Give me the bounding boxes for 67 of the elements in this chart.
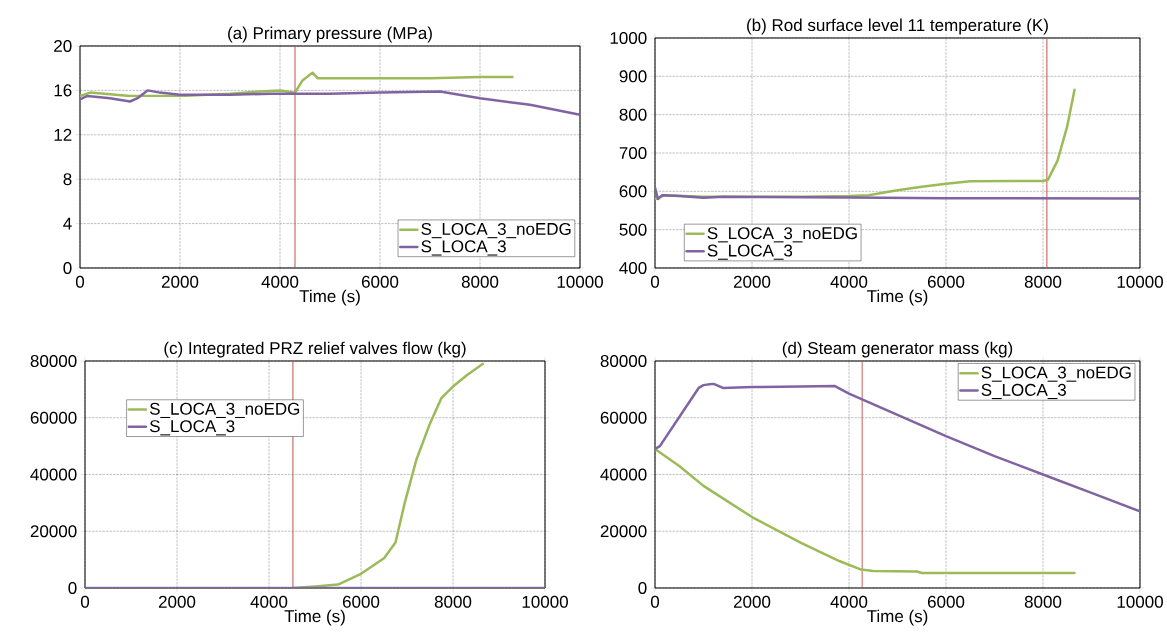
line-series xyxy=(655,447,1076,575)
y-tick-label: 4 xyxy=(63,217,72,230)
x-tick-label: 10000 xyxy=(557,275,603,288)
x-tick-label: 0 xyxy=(80,595,90,608)
y-tick-label: 20 xyxy=(54,39,72,53)
legend-label: S_LOCA_3_noEDG xyxy=(707,227,857,243)
x-tick-label: 8000 xyxy=(1024,275,1062,288)
legend-label: S_LOCA_3 xyxy=(421,240,506,256)
legend-label: S_LOCA_3 xyxy=(149,420,235,436)
legend-label: S_LOCA_3 xyxy=(707,244,793,260)
x-tick-label: 0 xyxy=(650,595,660,608)
x-tick-label: 2000 xyxy=(161,275,199,288)
y-tick-label: 700 xyxy=(619,146,647,160)
x-tick-label: 2000 xyxy=(733,595,771,608)
x-tick-label: 2000 xyxy=(733,275,771,288)
legend-label: S_LOCA_3_noEDG xyxy=(421,222,571,239)
y-tick-label: 500 xyxy=(619,223,647,236)
y-tick-label: 60000 xyxy=(30,411,77,424)
y-tick-label: 8 xyxy=(63,173,72,186)
x-tick-label: 10000 xyxy=(1117,275,1163,288)
y-tick-label: 0 xyxy=(638,581,647,595)
y-tick-label: 600 xyxy=(619,185,647,198)
y-tick-label: 60000 xyxy=(600,411,647,424)
y-tick-label: 400 xyxy=(619,261,647,275)
x-tick-label: 6000 xyxy=(927,595,965,608)
x-tick-label: 0 xyxy=(75,275,85,288)
x-tick-label: 6000 xyxy=(927,275,965,288)
y-tick-label: 16 xyxy=(54,84,72,97)
x-tick-label: 2000 xyxy=(158,595,196,608)
chart-title: (a) Primary pressure (MPa) xyxy=(228,26,432,43)
x-axis-title: Time (s) xyxy=(299,289,360,306)
line-series xyxy=(655,186,1140,201)
legend-label: S_LOCA_3_noEDG xyxy=(981,366,1131,382)
y-tick-label: 900 xyxy=(619,70,647,83)
y-tick-label: 0 xyxy=(63,261,72,275)
y-tick-label: 20000 xyxy=(600,525,647,538)
y-tick-label: 1000 xyxy=(610,31,647,45)
y-tick-label: 800 xyxy=(619,108,647,121)
x-tick-label: 4000 xyxy=(830,275,868,288)
x-tick-label: 0 xyxy=(650,275,660,288)
x-tick-label: 6000 xyxy=(342,595,380,608)
x-tick-label: 4000 xyxy=(250,595,288,608)
line-series xyxy=(80,89,581,117)
x-axis-title: Time (s) xyxy=(867,289,928,306)
legend-label: S_LOCA_3_noEDG xyxy=(149,402,300,419)
y-tick-label: 40000 xyxy=(30,468,77,481)
x-tick-label: 4000 xyxy=(830,595,868,608)
x-tick-label: 6000 xyxy=(361,275,399,288)
legend-label: S_LOCA_3 xyxy=(981,383,1066,400)
chart-title: (c) Integrated PRZ relief valves flow (kg) xyxy=(164,341,466,358)
chart-title: (b) Rod surface level 11 temperature (K) xyxy=(747,18,1048,35)
x-tick-label: 10000 xyxy=(522,595,568,608)
line-series xyxy=(655,382,1140,513)
y-tick-label: 40000 xyxy=(600,468,647,481)
x-tick-label: 10000 xyxy=(1117,595,1163,608)
y-tick-label: 0 xyxy=(68,581,77,595)
x-axis-title: Time (s) xyxy=(867,609,928,626)
x-tick-label: 4000 xyxy=(261,275,299,288)
x-tick-label: 8000 xyxy=(434,595,472,608)
y-tick-label: 80000 xyxy=(600,354,647,368)
x-tick-label: 8000 xyxy=(461,275,499,288)
y-tick-label: 20000 xyxy=(30,525,77,538)
y-tick-label: 12 xyxy=(54,128,72,141)
x-tick-label: 8000 xyxy=(1024,595,1062,608)
y-tick-label: 80000 xyxy=(30,354,77,368)
x-axis-title: Time (s) xyxy=(284,609,345,626)
chart-title: (d) Steam generator mass (kg) xyxy=(782,341,1013,358)
